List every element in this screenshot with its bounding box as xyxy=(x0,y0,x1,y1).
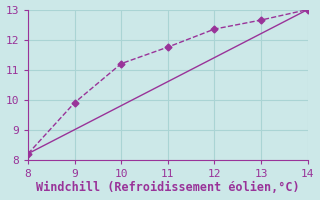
X-axis label: Windchill (Refroidissement éolien,°C): Windchill (Refroidissement éolien,°C) xyxy=(36,181,300,194)
